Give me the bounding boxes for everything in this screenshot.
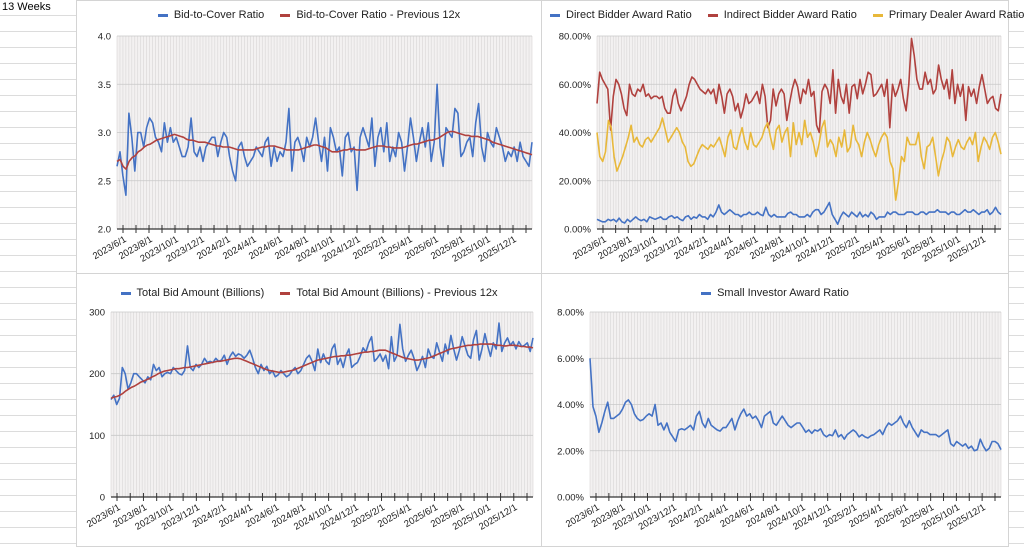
chart-panel-award-ratios[interactable]: Direct Bidder Award Ratio Indirect Bidder… [541, 0, 1024, 274]
legend-swatch [120, 291, 131, 295]
y-tick-label: 3.0 [98, 128, 111, 139]
series-line-bid-to-cover-ratio-previous-12x[interactable] [116, 130, 533, 170]
legend-item[interactable]: Small Investor Award Ratio [701, 287, 849, 299]
y-tick-label: 300 [89, 308, 105, 319]
series-line-total-bid-amount-billions-previous-12x[interactable] [110, 343, 534, 400]
chart-legend: Small Investor Award Ratio [542, 287, 1008, 299]
legend-item[interactable]: Total Bid Amount (Billions) - Previous 1… [280, 287, 497, 299]
legend-item[interactable]: Direct Bidder Award Ratio [550, 9, 692, 21]
y-tick-label: 20.00% [559, 176, 592, 187]
y-tick-label: 2.0 [98, 225, 111, 236]
y-tick-label: 4.00% [557, 400, 584, 411]
legend-swatch [157, 13, 168, 17]
legend-label: Primary Dealer Award Ratio [888, 9, 1024, 21]
legend-swatch [872, 13, 883, 17]
chart-svg: 01002003002023/6/12023/8/12023/10/12023/… [85, 308, 534, 533]
spreadsheet-row-column: 13 Weeks [0, 0, 77, 547]
legend-label: Direct Bidder Award Ratio [566, 9, 692, 21]
legend-item[interactable]: Total Bid Amount (Billions) [120, 287, 265, 299]
series-line-total-bid-amount-billions[interactable] [110, 322, 534, 406]
y-tick-label: 6.00% [557, 354, 584, 365]
legend-item[interactable]: Indirect Bidder Award Ratio [707, 9, 857, 21]
chart-legend: Direct Bidder Award Ratio Indirect Bidder… [542, 9, 1024, 21]
legend-swatch [280, 13, 291, 17]
y-tick-label: 3.5 [98, 80, 111, 91]
chart-svg: 2.02.53.03.54.02023/6/12023/8/12023/10/1… [91, 32, 533, 265]
legend-swatch [280, 291, 291, 295]
legend-item[interactable]: Bid-to-Cover Ratio [157, 9, 265, 21]
chart-svg: 0.00%20.00%40.00%60.00%80.00%2023/6/1202… [559, 32, 1002, 265]
series-line-bid-to-cover-ratio[interactable] [116, 83, 533, 196]
series-line-primary-dealer-award-ratio[interactable] [596, 117, 1002, 201]
plot-area [111, 312, 533, 497]
chart-svg: 0.00%2.00%4.00%6.00%8.00%2023/6/12023/8/… [557, 308, 1002, 533]
legend-item[interactable]: Bid-to-Cover Ratio - Previous 12x [280, 9, 460, 21]
y-tick-label: 100 [89, 431, 105, 442]
y-tick-label: 0.00% [564, 225, 591, 236]
chart-panel-small-investor[interactable]: Small Investor Award Ratio 0.00% 2.00% 4.00… [541, 273, 1009, 547]
y-tick-label: 2.00% [557, 446, 584, 457]
legend-label: Bid-to-Cover Ratio - Previous 12x [296, 9, 461, 21]
legend-label: Indirect Bidder Award Ratio [723, 9, 857, 21]
y-tick-label: 40.00% [559, 128, 592, 139]
y-tick-label: 2.5 [98, 176, 111, 187]
legend-swatch [701, 291, 712, 295]
series-line-indirect-bidder-award-ratio[interactable] [596, 37, 1002, 134]
y-tick-label: 60.00% [559, 80, 592, 91]
series-line-direct-bidder-award-ratio[interactable] [596, 201, 1002, 225]
y-tick-label: 0.00% [557, 493, 584, 504]
y-tick-label: 80.00% [559, 32, 592, 43]
y-tick-label: 4.0 [98, 32, 111, 43]
chart-legend: Total Bid Amount (Billions) Total Bid Amo… [77, 287, 541, 299]
y-tick-label: 200 [89, 369, 105, 380]
chart-legend: Bid-to-Cover Ratio Bid-to-Cover Ratio - P… [77, 9, 541, 21]
series-line-small-investor-award-ratio[interactable] [589, 358, 1002, 452]
legend-item[interactable]: Primary Dealer Award Ratio [872, 9, 1024, 21]
chart-panel-bid-to-cover[interactable]: Bid-to-Cover Ratio Bid-to-Cover Ratio - P… [76, 0, 542, 274]
legend-swatch [550, 13, 560, 17]
chart-panel-total-bid-amount[interactable]: Total Bid Amount (Billions) Total Bid Amo… [76, 273, 542, 547]
cell-13-weeks[interactable]: 13 Weeks [2, 0, 74, 14]
legend-label: Small Investor Award Ratio [717, 287, 849, 299]
legend-label: Bid-to-Cover Ratio [173, 9, 265, 21]
y-tick-label: 0 [100, 493, 105, 504]
legend-swatch [707, 13, 718, 17]
spreadsheet-right-column [1008, 0, 1024, 547]
legend-label: Total Bid Amount (Billions) - Previous 1… [296, 287, 498, 299]
y-tick-label: 8.00% [557, 308, 584, 319]
legend-label: Total Bid Amount (Billions) [136, 287, 265, 299]
